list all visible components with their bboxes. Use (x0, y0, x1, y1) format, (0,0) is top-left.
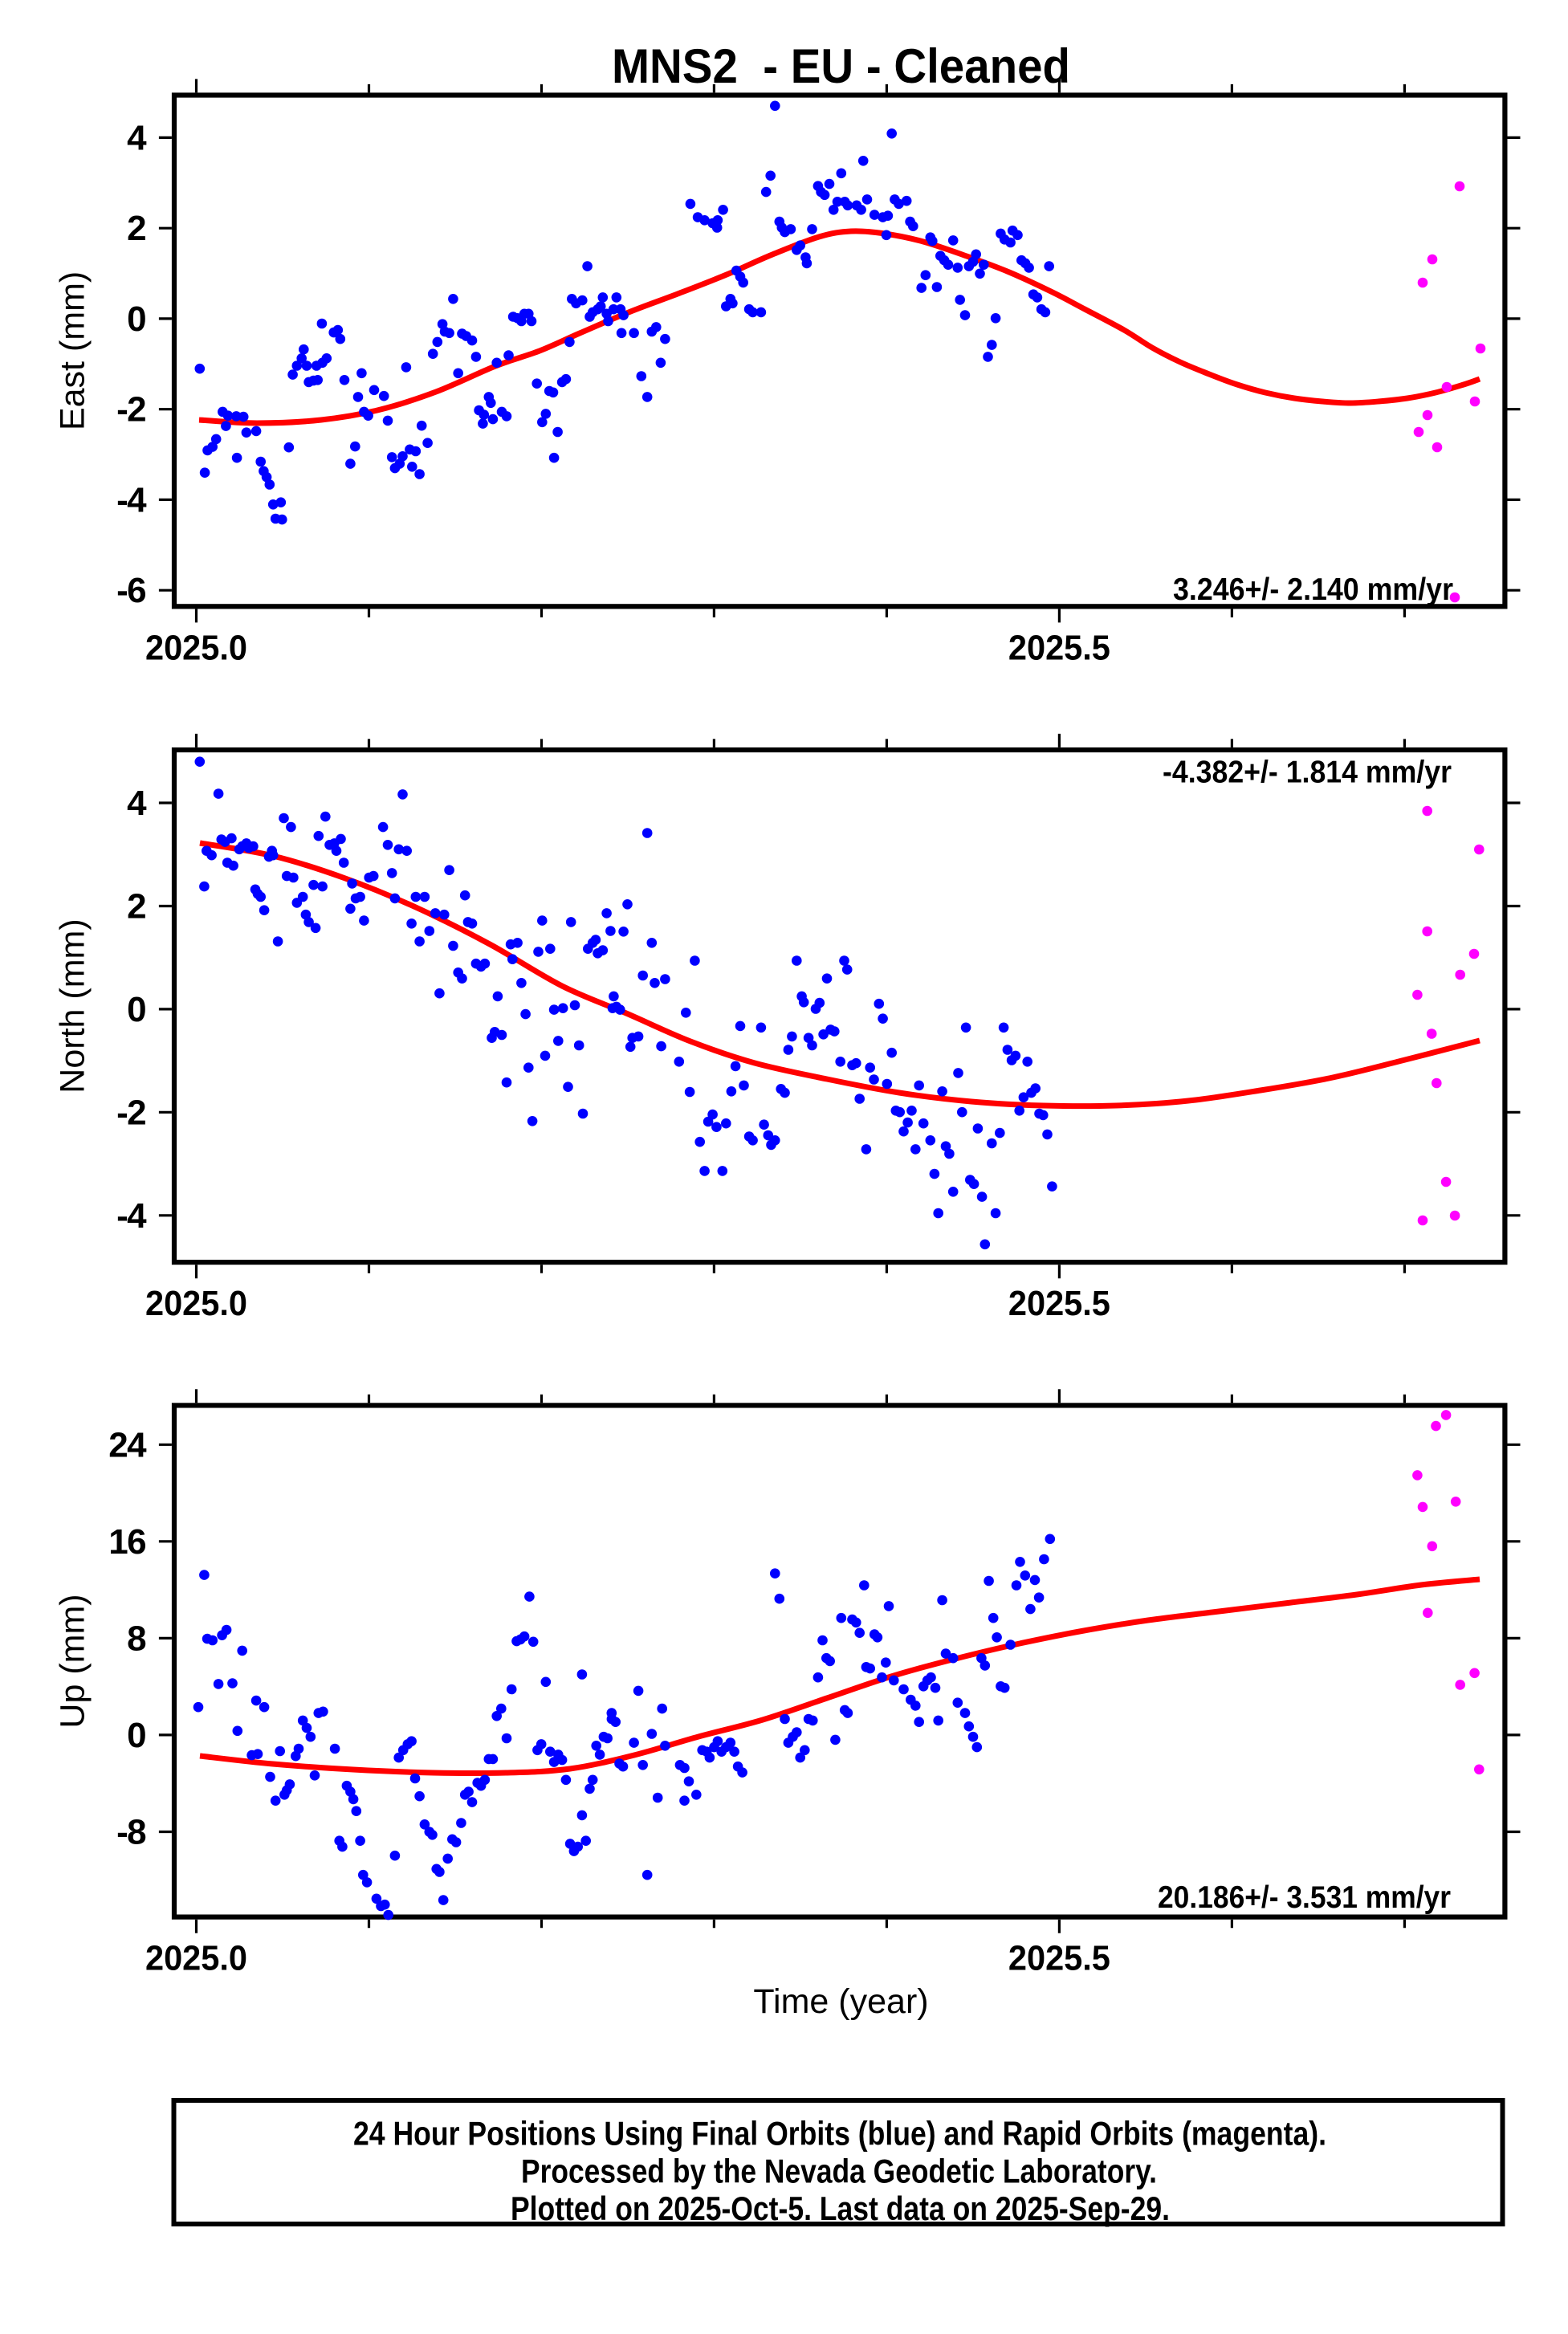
svg-text:Up (mm): Up (mm) (54, 1594, 92, 1728)
svg-text:-2: -2 (116, 1093, 145, 1132)
svg-text:Processed by the Nevada Geodet: Processed by the Nevada Geodetic Laborat… (521, 2153, 1157, 2190)
svg-text:0: 0 (127, 990, 145, 1029)
svg-text:20.186+/- 3.531 mm/yr: 20.186+/- 3.531 mm/yr (1158, 1880, 1451, 1915)
svg-text:East (mm): East (mm) (54, 271, 92, 430)
svg-text:2025.0: 2025.0 (145, 1284, 247, 1323)
svg-text:24 Hour Positions Using Final: 24 Hour Positions Using Final Orbits (bl… (353, 2114, 1326, 2152)
svg-text:2: 2 (127, 886, 145, 926)
svg-text:North (mm): North (mm) (54, 919, 92, 1093)
svg-text:2025.0: 2025.0 (145, 1939, 247, 1978)
svg-text:-4: -4 (116, 1196, 147, 1236)
svg-text:-4: -4 (116, 480, 147, 519)
svg-text:2025.0: 2025.0 (145, 628, 247, 667)
svg-text:0: 0 (127, 299, 145, 339)
svg-text:2025.5: 2025.5 (1008, 1284, 1110, 1323)
svg-text:16: 16 (108, 1522, 145, 1562)
svg-text:2025.5: 2025.5 (1008, 628, 1110, 667)
svg-text:4: 4 (127, 784, 147, 823)
svg-text:Plotted on 2025-Oct-5. Last da: Plotted on 2025-Oct-5. Last data on 2025… (511, 2189, 1170, 2227)
svg-text:MNS2 - EU - Cleaned: MNS2 - EU - Cleaned (612, 39, 1070, 93)
svg-text:24: 24 (108, 1425, 147, 1464)
svg-text:8: 8 (127, 1619, 146, 1658)
svg-text:-6: -6 (116, 571, 145, 610)
svg-text:0: 0 (127, 1716, 145, 1755)
svg-text:3.246+/- 2.140 mm/yr: 3.246+/- 2.140 mm/yr (1173, 572, 1453, 607)
svg-text:4: 4 (127, 118, 147, 157)
svg-text:2: 2 (127, 209, 145, 248)
svg-text:2025.5: 2025.5 (1008, 1939, 1110, 1978)
svg-text:-8: -8 (116, 1813, 146, 1852)
svg-text:Time (year): Time (year) (753, 1982, 928, 2021)
svg-text:-2: -2 (116, 390, 145, 430)
svg-text:-4.382+/- 1.814 mm/yr: -4.382+/- 1.814 mm/yr (1163, 756, 1452, 790)
